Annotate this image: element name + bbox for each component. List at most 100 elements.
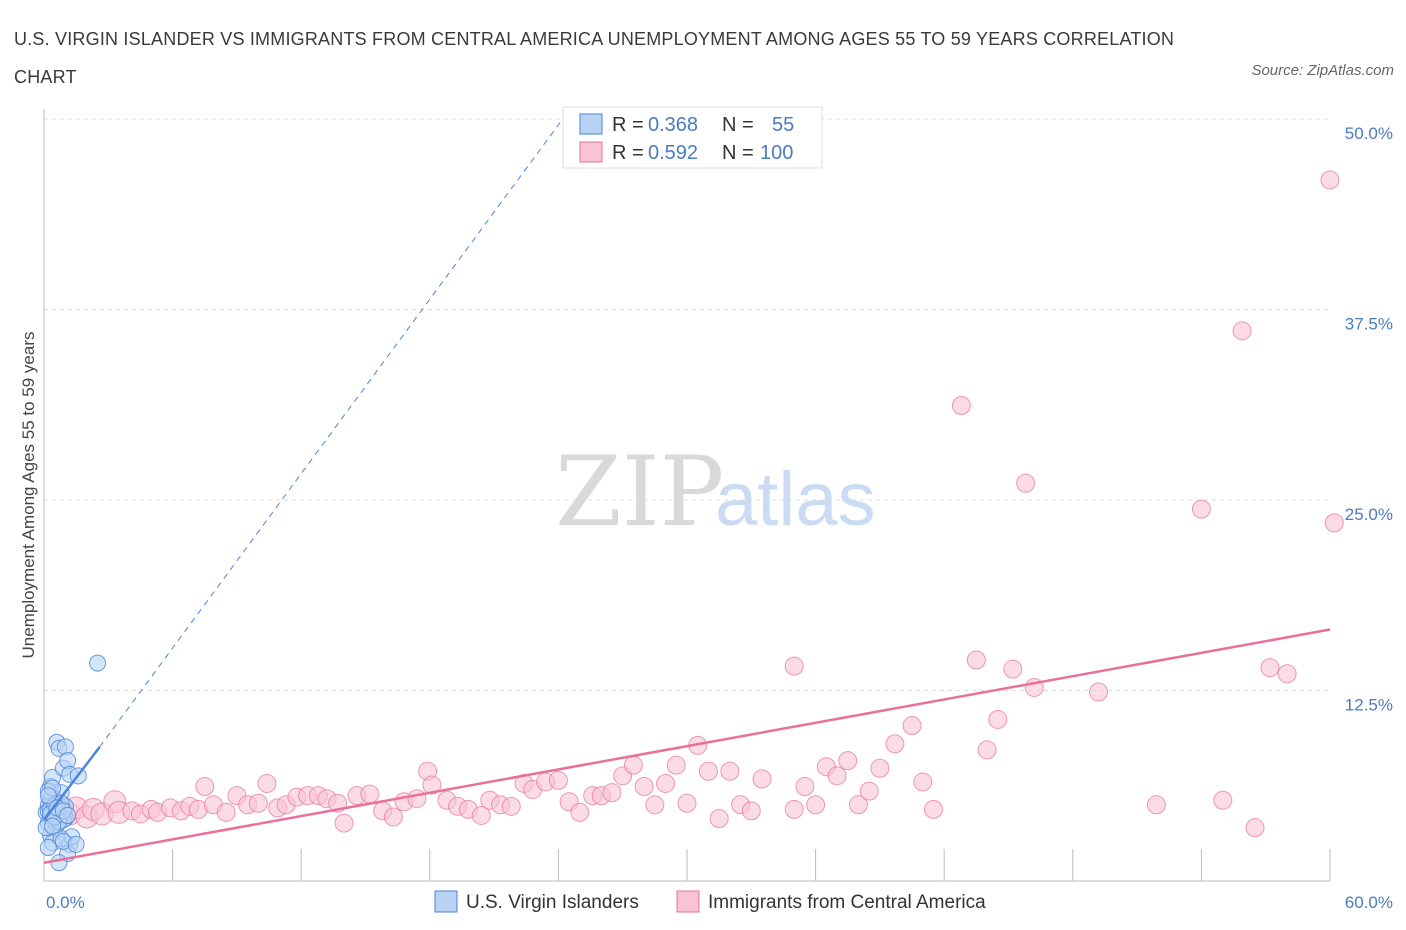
point-central-america-32 [360, 784, 380, 804]
point-central-america-45 [501, 796, 521, 816]
bottom-legend-swatch-pink [676, 890, 700, 913]
legend-n-label-1: N = [722, 114, 754, 136]
axes [43, 109, 1331, 882]
point-central-america-92 [1191, 499, 1211, 519]
point-central-america-97 [1320, 170, 1340, 190]
point-central-america-21 [248, 793, 268, 813]
point-central-america-42 [471, 805, 491, 825]
point-central-america-64 [709, 809, 729, 829]
point-central-america-57 [634, 777, 654, 797]
point-central-america-83 [966, 650, 986, 670]
point-central-america-16 [195, 777, 215, 797]
point-central-america-95 [1260, 658, 1280, 678]
point-central-america-18 [216, 802, 236, 822]
x-tick-label-1: 60.0% [1345, 893, 1393, 912]
series-virgin-islanders-points [37, 654, 107, 872]
point-central-america-90 [784, 656, 804, 676]
point-virgin-islanders-30 [89, 654, 107, 672]
trend-central-america [43, 628, 1331, 864]
legend-r-value-2: 0.592 [648, 142, 698, 164]
bottom-legend-label-blue: U.S. Virgin Islanders [466, 892, 639, 913]
point-central-america-65 [720, 761, 740, 781]
point-central-america-70 [795, 777, 815, 797]
x-tick-label-0: 0.0% [46, 893, 85, 912]
point-central-america-93 [1232, 321, 1252, 341]
point-central-america-74 [838, 751, 858, 771]
watermark-atlas: atlas [715, 457, 876, 542]
y-tick-label-2: 37.5% [1345, 315, 1393, 334]
x-tick-labels: 0.0% 60.0% [46, 893, 1393, 912]
y-tick-labels: 12.5% 25.0% 37.5% 50.0% [1345, 124, 1393, 715]
bottom-legend-label-pink: Immigrants from Central America [708, 892, 986, 913]
bottom-legend-swatch-blue [434, 890, 458, 913]
point-central-america-67 [741, 801, 761, 821]
point-central-america-76 [859, 781, 879, 801]
point-virgin-islanders-28 [67, 835, 85, 853]
y-tick-label-1: 25.0% [1345, 505, 1393, 524]
legend-r-label-2: R = [612, 142, 644, 164]
point-central-america-69 [784, 799, 804, 819]
point-central-america-99 [1213, 790, 1233, 810]
legend-n-label-2: N = [722, 142, 754, 164]
point-virgin-islanders-27 [50, 854, 68, 872]
series-legend: U.S. Virgin Islanders Immigrants from Ce… [434, 890, 986, 913]
point-central-america-89 [1089, 682, 1109, 702]
point-virgin-islanders-51 [44, 817, 62, 835]
point-central-america-68 [752, 769, 772, 789]
legend-n-value-2: 100 [760, 142, 793, 164]
y-tick-label-3: 50.0% [1345, 124, 1393, 143]
point-central-america-77 [870, 758, 890, 778]
point-central-america-98 [1324, 513, 1344, 533]
point-central-america-73 [827, 766, 847, 786]
point-central-america-96 [1277, 664, 1297, 684]
trend-virgin-islanders [43, 746, 101, 821]
chart-title: U.S. VIRGIN ISLANDER VS IMMIGRANTS FROM … [14, 29, 1175, 87]
point-central-america-60 [666, 755, 686, 775]
y-tick-label-0: 12.5% [1345, 696, 1393, 715]
point-central-america-63 [698, 761, 718, 781]
legend-box [562, 106, 823, 169]
trend-virgin-islanders-extended [99, 118, 564, 748]
point-central-america-36 [407, 789, 427, 809]
point-central-america-51 [570, 802, 590, 822]
point-central-america-71 [806, 795, 826, 815]
legend-n-value-1: 55 [772, 114, 794, 136]
series-central-america-points [49, 170, 1344, 838]
point-central-america-22 [257, 773, 277, 793]
point-central-america-81 [923, 799, 943, 819]
point-virgin-islanders-43 [39, 838, 57, 856]
point-central-america-38 [422, 775, 442, 795]
point-central-america-49 [548, 770, 568, 790]
legend-r-label-1: R = [612, 114, 644, 136]
trend-lines [43, 118, 1331, 864]
correlation-legend: R = 0.368 N = 55 R = 0.592 N = 100 [562, 106, 823, 169]
point-central-america-86 [1003, 659, 1023, 679]
point-central-america-87 [1016, 473, 1036, 493]
source-credit: Source: ZipAtlas.com [1251, 62, 1394, 79]
point-central-america-84 [977, 740, 997, 760]
point-central-america-58 [645, 795, 665, 815]
point-central-america-59 [656, 773, 676, 793]
legend-swatch-pink [579, 141, 603, 163]
point-central-america-54 [602, 783, 622, 803]
point-central-america-78 [885, 734, 905, 754]
point-central-america-80 [913, 772, 933, 792]
grid-lines [44, 118, 1330, 691]
point-central-america-79 [902, 716, 922, 736]
watermark-zip: ZIP [555, 436, 724, 548]
point-central-america-82 [951, 396, 971, 416]
point-central-america-91 [1146, 795, 1166, 815]
point-central-america-75 [848, 795, 868, 815]
point-central-america-30 [334, 813, 354, 833]
point-central-america-34 [383, 807, 403, 827]
point-central-america-56 [623, 755, 643, 775]
point-central-america-85 [988, 709, 1008, 729]
legend-swatch-blue [579, 113, 603, 135]
point-central-america-94 [1245, 818, 1265, 838]
legend-r-value-1: 0.368 [648, 114, 698, 136]
point-virgin-islanders-50 [39, 787, 57, 805]
point-virgin-islanders-54 [59, 806, 77, 824]
y-axis-label: Unemployment Among Ages 55 to 59 years [19, 332, 38, 659]
point-central-america-61 [677, 793, 697, 813]
